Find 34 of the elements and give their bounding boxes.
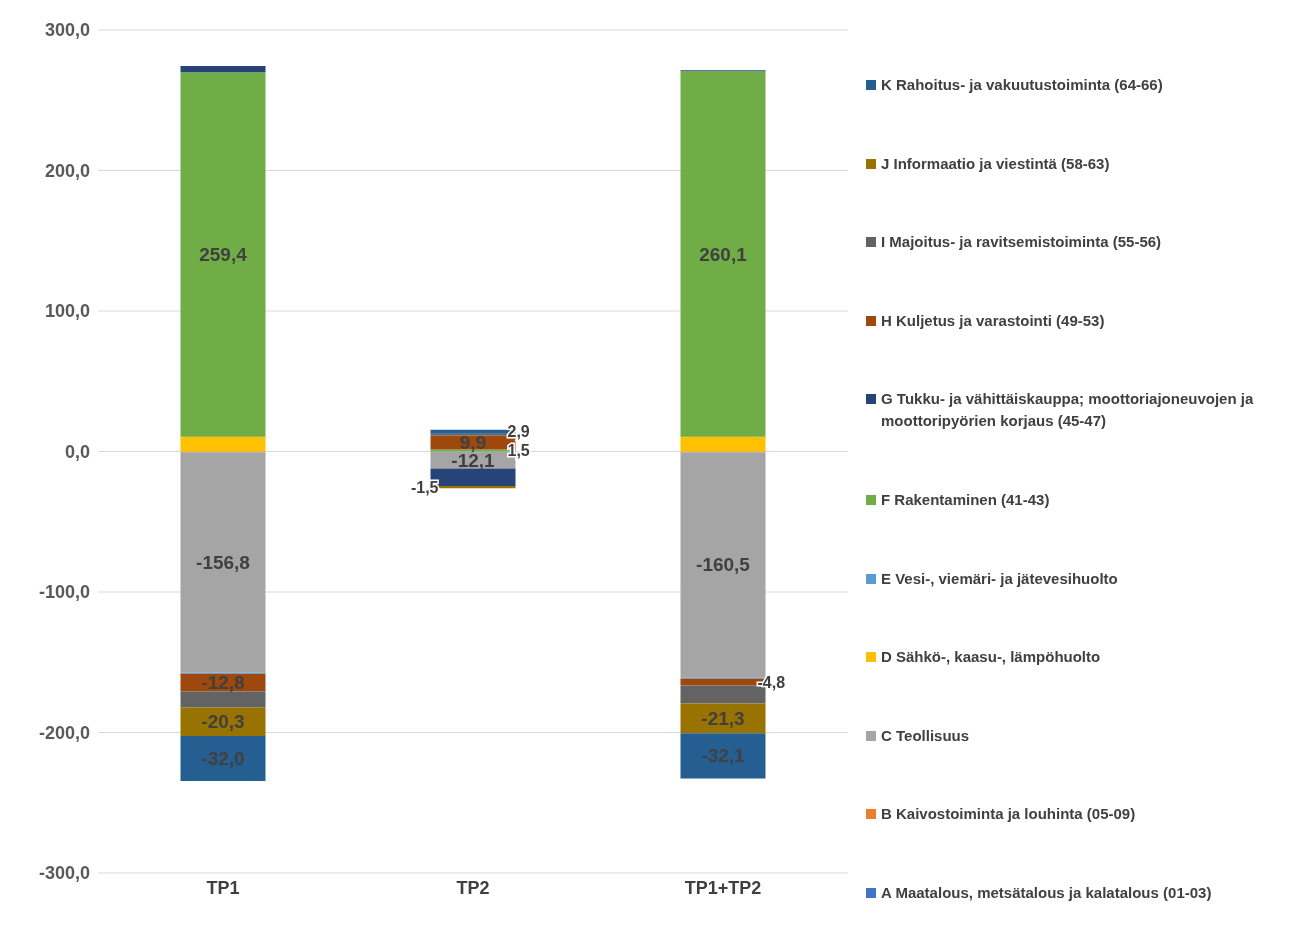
legend-label: B Kaivostoiminta ja louhinta (05-09) [881, 804, 1136, 825]
legend-label: H Kuljetus ja varastointi (49-53) [881, 310, 1105, 331]
x-tick-label: TP2 [456, 877, 490, 898]
legend-label: J Informaatio ja viestintä (58-63) [881, 153, 1110, 174]
y-tick-label: -200,0 [38, 722, 90, 743]
y-tick-label: 300,0 [44, 20, 90, 41]
legend-label: G Tukku- ja vähittäiskauppa; moottoriajoneuvojen ja moottoripyörien korjaus (45-47) [881, 389, 1255, 432]
x-tick-label: TP1+TP2 [684, 877, 762, 898]
data-label: -156,8 [196, 551, 250, 573]
legend-label: C Teollisuus [881, 725, 970, 746]
data-label: -12,8 [201, 672, 245, 694]
y-tick-label: 100,0 [44, 301, 90, 322]
y-tick-label: -300,0 [38, 863, 90, 884]
legend-label: I Majoitus- ja ravitsemistoiminta (55-56) [881, 232, 1162, 253]
x-tick-label: TP1 [206, 877, 240, 898]
data-label: -32,1 [701, 745, 746, 767]
legend-label: F Rakentaminen (41-43) [881, 489, 1050, 510]
y-tick-label: -100,0 [38, 582, 90, 603]
data-label: 259,4 [199, 244, 248, 266]
data-label: -20,3 [201, 711, 245, 733]
legend-label: A Maatalous, metsätalous ja kalatalous (01-03) [881, 882, 1212, 903]
data-label: 260,1 [699, 243, 748, 265]
data-label: -160,5 [696, 554, 751, 576]
data-label: -32,0 [201, 747, 245, 769]
y-tick-label: 0,0 [64, 441, 90, 462]
data-label: 1,5 [507, 441, 530, 459]
data-label: -1,5 [410, 478, 439, 496]
legend-label: D Sähkö-, kaasu-, lämpöhuolto [881, 647, 1101, 668]
legend-label: K Rahoitus- ja vakuutustoiminta (64-66) [881, 75, 1163, 95]
data-label: -21,3 [701, 707, 745, 729]
y-tick-label: 200,0 [44, 160, 90, 181]
data-label: 2,9 [507, 423, 530, 441]
legend-label: E Vesi-, viemäri- ja jätevesihuolto [881, 568, 1118, 589]
data-label: 9,9 [459, 431, 487, 453]
